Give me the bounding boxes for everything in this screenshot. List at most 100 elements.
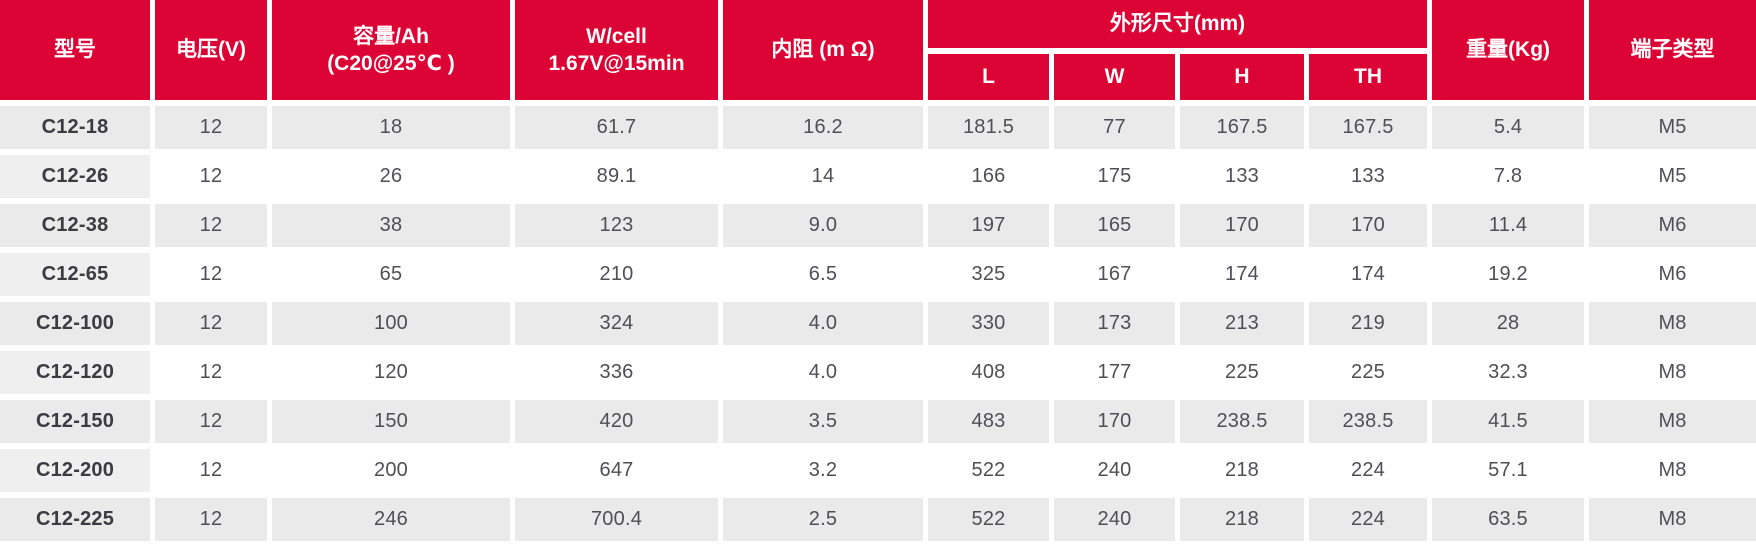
cell-voltage: 12 [155, 498, 267, 541]
cell-voltage: 12 [199, 263, 223, 285]
cell-dim-th: 224 [1351, 459, 1385, 481]
cell-weight: 19.2 [1488, 263, 1528, 285]
cell-dim-l: 483 [928, 400, 1049, 443]
cell-voltage: 12 [155, 400, 267, 443]
cell-dim-l: 197 [928, 204, 1049, 247]
cell-capacity: 246 [272, 498, 510, 541]
cell-dim-w: 177 [1097, 361, 1132, 383]
table-header: 型号 电压(V) 容量/Ah (C20@25℃ ) W/cell 1.67V@1… [0, 0, 1756, 100]
cell-dim-w: 170 [1054, 400, 1175, 443]
cell-model: C12-225 [0, 498, 150, 541]
cell-terminal-type: M6 [1589, 204, 1756, 247]
cell-voltage: 12 [199, 361, 223, 383]
header-dim-w: W [1054, 54, 1175, 100]
cell-model: C12-150 [0, 400, 150, 443]
cell-w-per-cell: 210 [599, 263, 634, 285]
cell-terminal-type: M6 [1658, 263, 1687, 285]
cell-dim-h: 133 [1225, 165, 1259, 187]
cell-internal-resistance: 2.5 [723, 498, 923, 541]
cell-model: C12-120 [0, 351, 150, 394]
cell-dim-l: 181.5 [928, 106, 1049, 149]
cell-dim-th: 225 [1351, 361, 1385, 383]
cell-dim-th: 224 [1309, 498, 1428, 541]
table-row: C12-225 12 246 700.4 2.5 522 240 218 224 63.5 M8 [0, 498, 1756, 541]
cell-dim-w: 240 [1097, 459, 1132, 481]
cell-dim-w: 167 [1097, 263, 1132, 285]
header-dim-h: H [1180, 54, 1304, 100]
table-body: C12-18 12 18 61.7 16.2 181.5 77 167.5 167.5 5.4 M5… [0, 106, 1756, 541]
cell-voltage: 12 [155, 302, 267, 345]
table-row: C12-18 12 18 61.7 16.2 181.5 77 167.5 167.5 5.4 M5 [0, 106, 1756, 149]
cell-w-per-cell: 336 [599, 361, 634, 383]
cell-dim-l: 522 [971, 459, 1006, 481]
cell-w-per-cell: 647 [599, 459, 634, 481]
cell-dim-th: 167.5 [1309, 106, 1428, 149]
cell-internal-resistance: 4.0 [808, 361, 838, 383]
table-row: C12-120 12 120 336 4.0 408 177 225 225 32.3 M8 [0, 351, 1756, 394]
cell-dim-w: 173 [1054, 302, 1175, 345]
cell-model: C12-18 [0, 106, 150, 149]
cell-w-per-cell: 324 [515, 302, 718, 345]
cell-dim-l: 522 [928, 498, 1049, 541]
cell-weight: 41.5 [1432, 400, 1585, 443]
cell-terminal-type: M5 [1658, 165, 1687, 187]
cell-dim-w: 240 [1054, 498, 1175, 541]
cell-dim-h: 218 [1225, 459, 1259, 481]
cell-dim-w: 165 [1054, 204, 1175, 247]
cell-dim-l: 166 [971, 165, 1006, 187]
cell-weight: 28 [1432, 302, 1585, 345]
cell-internal-resistance: 14 [811, 165, 835, 187]
cell-internal-resistance: 3.2 [808, 459, 838, 481]
table-row: C12-150 12 150 420 3.5 483 170 238.5 238.5 41.5 M8 [0, 400, 1756, 443]
cell-dim-h: 225 [1225, 361, 1259, 383]
cell-capacity: 100 [272, 302, 510, 345]
header-dim-l: L [928, 54, 1049, 100]
cell-model: C12-38 [0, 204, 150, 247]
header-terminal-type: 端子类型 [1589, 0, 1756, 100]
cell-internal-resistance: 16.2 [723, 106, 923, 149]
cell-w-per-cell: 700.4 [515, 498, 718, 541]
cell-terminal-type: M8 [1589, 400, 1756, 443]
cell-terminal-type: M8 [1589, 498, 1756, 541]
cell-dim-h: 213 [1180, 302, 1304, 345]
cell-weight: 11.4 [1432, 204, 1585, 247]
cell-dim-h: 218 [1180, 498, 1304, 541]
cell-voltage: 12 [155, 204, 267, 247]
cell-w-per-cell: 89.1 [596, 165, 637, 187]
cell-model: C12-65 [0, 253, 150, 296]
header-weight: 重量(Kg) [1432, 0, 1585, 100]
cell-weight: 63.5 [1432, 498, 1585, 541]
cell-dim-l: 325 [971, 263, 1006, 285]
cell-dim-l: 408 [971, 361, 1006, 383]
cell-terminal-type: M8 [1658, 459, 1687, 481]
cell-internal-resistance: 3.5 [723, 400, 923, 443]
cell-dim-h: 170 [1180, 204, 1304, 247]
cell-capacity: 120 [374, 361, 408, 383]
cell-voltage: 12 [155, 106, 267, 149]
cell-weight: 5.4 [1432, 106, 1585, 149]
cell-model: C12-26 [0, 155, 150, 198]
cell-terminal-type: M8 [1658, 361, 1687, 383]
header-internal-resistance: 内阻 (m Ω) [723, 0, 923, 100]
cell-dim-h: 174 [1225, 263, 1259, 285]
header-dim-th: TH [1309, 54, 1428, 100]
cell-dim-th: 133 [1351, 165, 1385, 187]
cell-dim-l: 330 [928, 302, 1049, 345]
cell-dim-th: 170 [1309, 204, 1428, 247]
cell-w-per-cell: 420 [515, 400, 718, 443]
cell-weight: 57.1 [1488, 459, 1528, 481]
cell-terminal-type: M5 [1589, 106, 1756, 149]
cell-dim-w: 77 [1054, 106, 1175, 149]
cell-model: C12-100 [0, 302, 150, 345]
cell-weight: 7.8 [1493, 165, 1523, 187]
header-voltage: 电压(V) [155, 0, 267, 100]
table-row: C12-65 12 65 210 6.5 325 167 174 174 19.2 M6 [0, 253, 1756, 296]
cell-model: C12-200 [0, 449, 150, 492]
cell-dim-h: 167.5 [1180, 106, 1304, 149]
cell-w-per-cell: 123 [515, 204, 718, 247]
cell-internal-resistance: 9.0 [723, 204, 923, 247]
cell-capacity: 38 [272, 204, 510, 247]
cell-internal-resistance: 4.0 [723, 302, 923, 345]
